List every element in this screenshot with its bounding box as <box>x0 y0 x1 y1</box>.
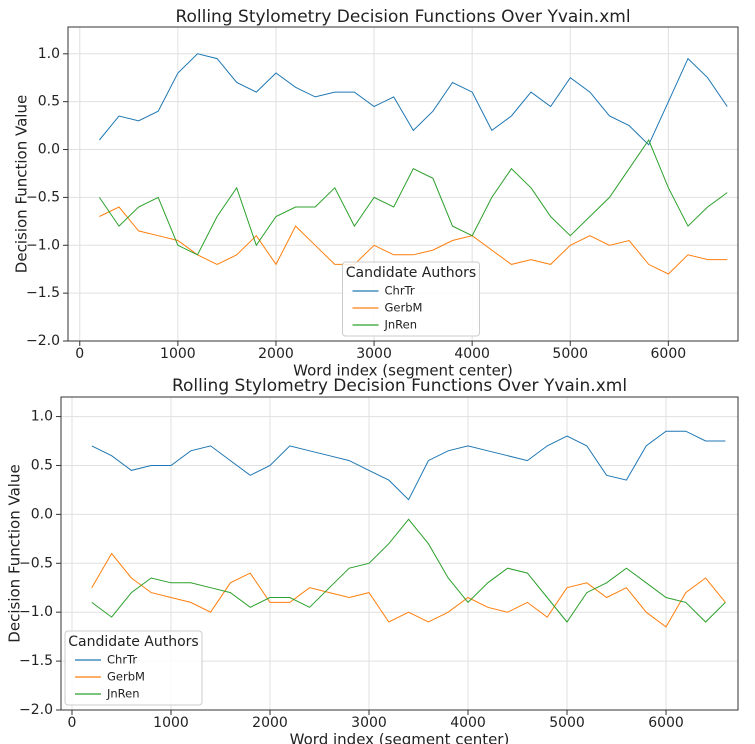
x-tick-label: 0 <box>68 715 77 731</box>
y-tick-label: −1.5 <box>26 285 60 301</box>
series-line <box>91 430 726 501</box>
series-line <box>98 138 728 256</box>
legend-label: JnRen <box>106 687 140 701</box>
chart-title: Rolling Stylometry Decision Functions Ov… <box>175 7 630 27</box>
legend: Candidate Authors ChrTr GerbM JnRen <box>342 261 480 337</box>
legend-box <box>342 261 480 337</box>
x-tick-label: 4000 <box>450 715 486 731</box>
subplot: −2.0 −1.5 −1.0 −0.5 0.0 0.5 1.0 0 1000 2000 3000 40… <box>6 376 739 744</box>
y-tick-label: −1.0 <box>19 604 53 620</box>
legend-title: Candidate Authors <box>346 265 476 281</box>
y-tick-label: 1.0 <box>38 46 60 62</box>
y-tick-label: −1.5 <box>19 653 53 669</box>
legend-title: Candidate Authors <box>68 634 198 650</box>
x-axis-label: Word index (segment center) <box>290 731 510 744</box>
legend-label: GerbM <box>107 670 145 684</box>
x-tick-label: 3000 <box>356 346 392 362</box>
x-tick-label: 2000 <box>252 715 288 731</box>
y-tick-label: 0.5 <box>38 94 60 110</box>
y-axis-label: Decision Function Value <box>13 95 31 273</box>
y-tick-label: −2.0 <box>26 333 60 349</box>
y-tick-label: 0.0 <box>38 142 60 158</box>
x-tick-label: 1000 <box>160 346 196 362</box>
series-line <box>91 552 726 628</box>
y-tick-label: 0.5 <box>31 457 53 473</box>
y-axis-label: Decision Function Value <box>6 464 24 642</box>
legend-label: JnRen <box>384 318 418 332</box>
y-tick-label: −2.0 <box>19 702 53 718</box>
axes-frame <box>67 26 739 342</box>
legend-label: ChrTr <box>107 653 137 667</box>
x-tick-label: 2000 <box>258 346 294 362</box>
x-tick-label: 1000 <box>153 715 189 731</box>
y-tick-label: 1.0 <box>31 409 53 425</box>
axes-frame <box>60 396 739 711</box>
y-tick-label: −1.0 <box>26 237 60 253</box>
y-tick-label: −0.5 <box>19 555 53 571</box>
x-tick-label: 5000 <box>552 346 588 362</box>
legend-box <box>64 630 203 706</box>
x-axis-label: Word index (segment center) <box>293 362 513 380</box>
x-tick-label: 0 <box>75 346 84 362</box>
x-tick-label: 6000 <box>651 346 687 362</box>
y-tick-label: −0.5 <box>26 189 60 205</box>
y-tick-label: 0.0 <box>31 506 53 522</box>
series-line <box>91 518 726 623</box>
legend-label: GerbM <box>385 301 423 315</box>
x-tick-label: 4000 <box>454 346 490 362</box>
legend-label: ChrTr <box>385 284 415 298</box>
x-tick-label: 3000 <box>351 715 387 731</box>
x-tick-label: 5000 <box>549 715 585 731</box>
series-line <box>99 206 728 275</box>
legend: Candidate Authors ChrTr GerbM JnRen <box>64 630 203 706</box>
subplot: −2.0 −1.5 −1.0 −0.5 0.0 0.5 1.0 0 1000 2000 3000 40… <box>13 7 739 380</box>
chart-title: Rolling Stylometry Decision Functions Ov… <box>172 376 627 396</box>
x-tick-label: 6000 <box>648 715 684 731</box>
series-line <box>99 53 728 146</box>
